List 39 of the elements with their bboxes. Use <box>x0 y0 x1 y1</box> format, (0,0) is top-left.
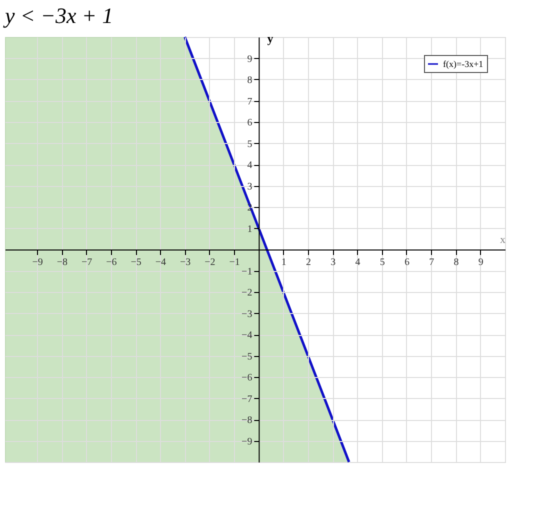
y-tick-label: −8 <box>242 415 252 426</box>
y-tick-label: −5 <box>242 351 252 362</box>
y-tick-label: −6 <box>242 372 252 384</box>
x-axis-title: x <box>500 234 506 246</box>
y-tick-label: −4 <box>242 330 252 341</box>
y-tick-label: 7 <box>247 96 252 108</box>
x-tick-label: 2 <box>306 257 311 268</box>
x-tick-label: −7 <box>81 257 92 268</box>
chart-title: y < −3x + 1 <box>3 3 114 28</box>
y-axis-title: y <box>267 32 274 46</box>
x-tick-label: −3 <box>180 257 191 268</box>
y-tick-label: −9 <box>242 436 252 448</box>
x-tick-label: −4 <box>155 257 166 268</box>
y-tick-label: −3 <box>242 308 252 320</box>
y-tick-label: −7 <box>242 394 252 405</box>
legend-label: f(x)=-3x+1 <box>443 59 484 69</box>
y-tick-label: 1 <box>247 224 252 235</box>
x-tick-label: −6 <box>106 257 117 268</box>
x-tick-label: −8 <box>56 257 68 268</box>
x-tick-label: −1 <box>229 257 240 268</box>
x-tick-label: −5 <box>130 257 142 268</box>
x-tick-label: −9 <box>32 257 43 268</box>
y-tick-label: 6 <box>247 118 252 128</box>
x-tick-label: −2 <box>204 257 216 268</box>
y-tick-label: −2 <box>242 288 252 298</box>
x-tick-label: 1 <box>281 257 286 268</box>
y-tick-label: 3 <box>247 181 252 192</box>
y-tick-label: 8 <box>247 75 252 86</box>
y-tick-label: 9 <box>247 54 252 65</box>
y-tick-label: 4 <box>247 160 252 171</box>
y-tick-label: 5 <box>247 138 252 150</box>
x-tick-label: 7 <box>429 257 434 268</box>
x-tick-label: 3 <box>330 257 336 268</box>
x-tick-label: 5 <box>380 257 385 268</box>
x-tick-label: 6 <box>404 257 410 268</box>
x-tick-label: 9 <box>478 257 484 268</box>
x-tick-label: 4 <box>355 257 360 268</box>
y-tick-label: −1 <box>242 266 252 278</box>
x-tick-label: 8 <box>454 257 459 268</box>
